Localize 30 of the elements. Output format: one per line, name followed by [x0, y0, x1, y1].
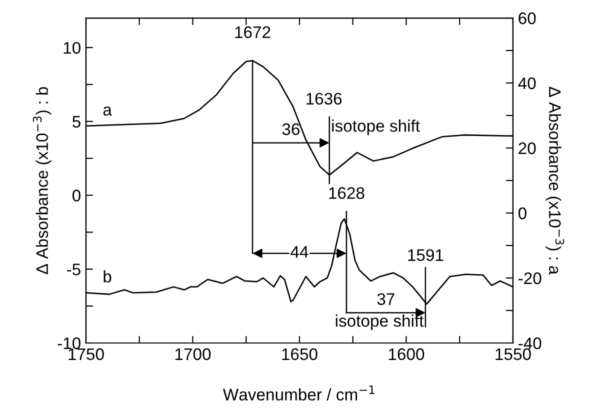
y2-tick-label: 20 [518, 142, 536, 154]
annotation: 1591 [408, 249, 444, 262]
series-label: a [103, 106, 112, 116]
y2-tick-label: 40 [518, 77, 536, 90]
annotation: isotope shift [336, 314, 424, 330]
y-tick-label: -10 [58, 337, 80, 350]
y-tick-label: 10 [64, 42, 80, 54]
series-label: b [104, 270, 112, 283]
annotation: 1628 [329, 187, 364, 199]
y2-axis-title: Δ Absorbance (x10$^{−3}$) : a [546, 86, 564, 275]
y-axis-title: Δ Absorbance (x10$^{−3}$) : b [32, 87, 52, 274]
y2-tick-label: 60 [518, 12, 536, 24]
annotation: 1672 [235, 26, 270, 38]
annotation: 36 [282, 123, 300, 136]
y2-tick-label: 0 [518, 207, 526, 220]
x-axis-title: Wavenumber / cm$^{−1}$ [222, 385, 374, 401]
x-tick-label: 1750 [68, 348, 104, 360]
annotation: 44 [290, 246, 308, 258]
y2-tick-label: -40 [518, 337, 542, 350]
annotation: 1636 [306, 92, 342, 105]
x-tick-label: 1550 [496, 348, 531, 360]
y-tick-label: -5 [67, 264, 80, 276]
x-tick-label: 1600 [388, 348, 424, 360]
y-tick-label: 0 [72, 190, 80, 202]
y2-tick-label: -20 [518, 272, 542, 284]
x-tick-label: 1700 [175, 348, 211, 360]
annotation: isotope shift [332, 120, 420, 136]
y-tick-label: 5 [72, 116, 80, 128]
annotation: 37 [377, 293, 394, 305]
x-tick-label: 1650 [282, 348, 318, 360]
